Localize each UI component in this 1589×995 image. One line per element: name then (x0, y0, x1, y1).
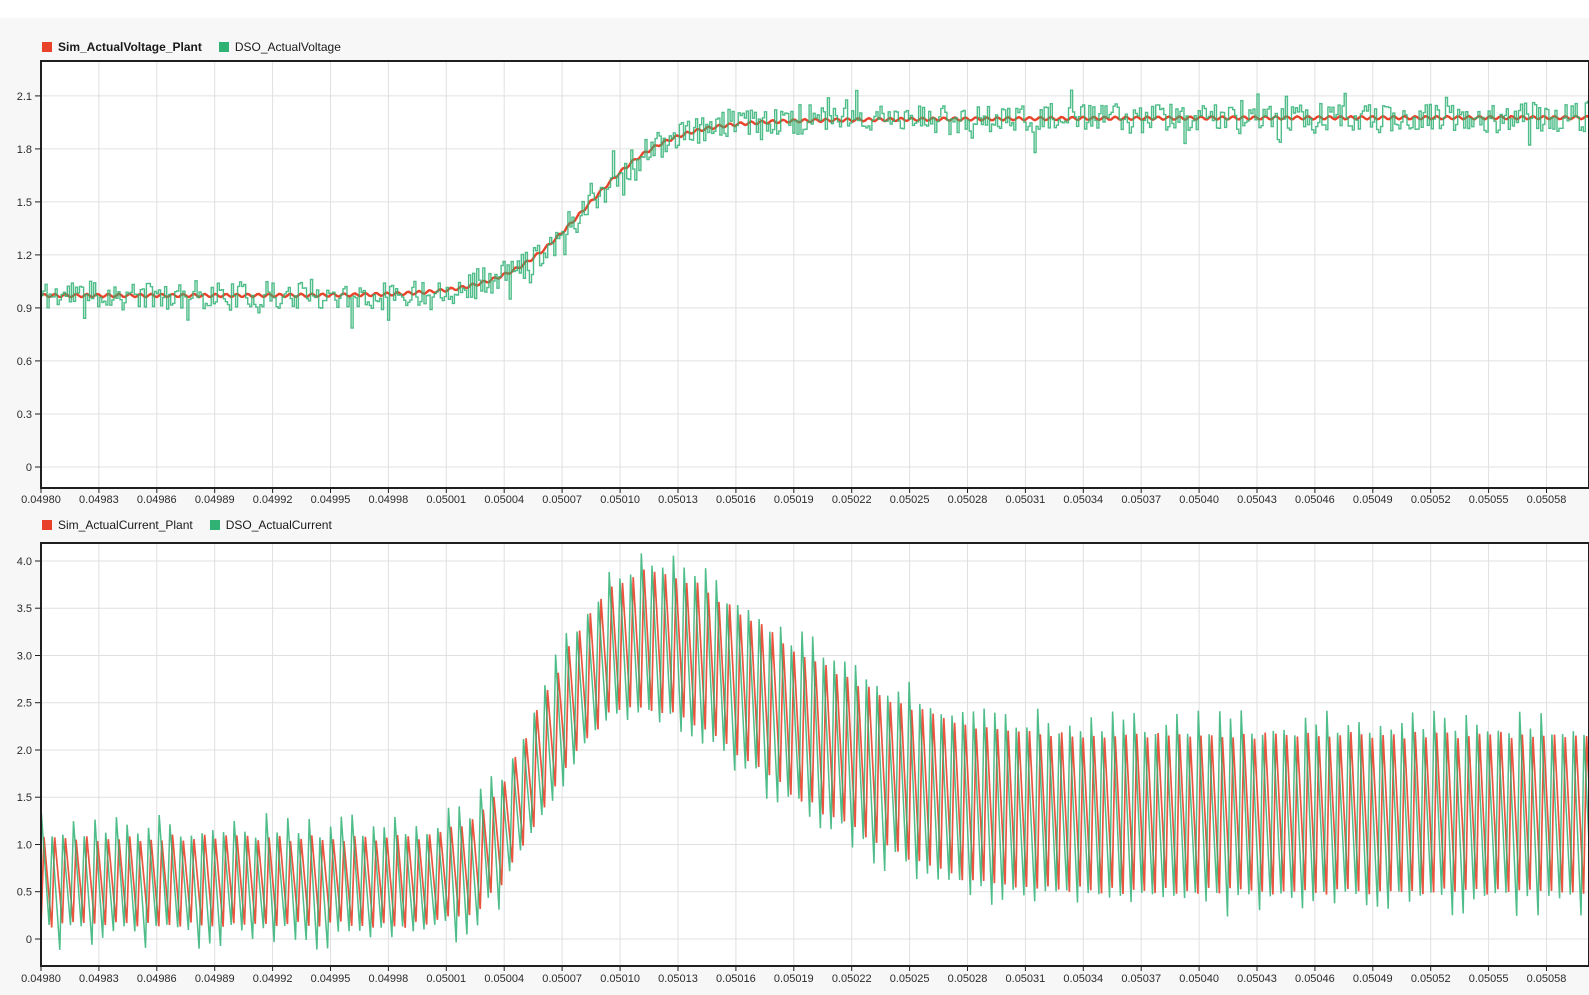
x-tick-label: 0.05034 (1063, 494, 1103, 506)
x-tick-label: 0.05058 (1527, 973, 1567, 985)
x-tick-label: 0.05019 (774, 494, 814, 506)
current-chart-canvas[interactable]: 0.04980 0.04983 0.04986 0.04989 0.04992 0.049… (0, 542, 1589, 995)
plot-area[interactable] (41, 542, 1589, 966)
x-tick-label: 0.04989 (195, 494, 235, 506)
legend-swatch-icon (218, 41, 229, 52)
legend-item-dso-actualvoltage[interactable]: DSO_ActualVoltage (218, 39, 341, 54)
x-tick-label: 0.05013 (658, 973, 698, 985)
x-tick-label: 0.05001 (426, 973, 466, 985)
legend-label: DSO_ActualVoltage (234, 39, 341, 54)
x-tick-label: 0.05046 (1295, 973, 1335, 985)
plot-frame (40, 542, 1589, 967)
legend-label: DSO_ActualCurrent (225, 517, 332, 532)
plot-frame (40, 60, 1589, 489)
x-tick-label: 0.04986 (137, 973, 177, 985)
x-tick-label: 0.05034 (1063, 973, 1103, 985)
x-tick-label: 0.05010 (600, 494, 640, 506)
y-tick-label: 0.3 (17, 409, 32, 421)
x-tick-label: 0.05028 (948, 973, 988, 985)
x-tick-label: 0.05007 (542, 494, 582, 506)
x-tick-label: 0.04983 (79, 973, 119, 985)
y-tick-label: 0.5 (17, 887, 32, 899)
legend-label: Sim_ActualVoltage_Plant (58, 39, 202, 54)
x-tick-label: 0.05016 (716, 494, 756, 506)
y-tick-label: 0 (26, 462, 32, 474)
DSO_ActualVoltage-trace[interactable] (41, 89, 1589, 329)
x-tick-label: 0.04980 (21, 973, 61, 985)
legend-item-sim-actualcurrent-plant[interactable]: Sim_ActualCurrent_Plant (42, 518, 193, 532)
x-tick-label: 0.04995 (311, 973, 351, 985)
x-tick-label: 0.05040 (1179, 973, 1219, 985)
x-tick-label: 0.05043 (1237, 494, 1277, 506)
x-tick-label: 0.05004 (484, 494, 524, 506)
voltage-chart-legend: Sim_ActualVoltage_Plant DSO_ActualVoltag… (42, 39, 341, 54)
y-tick-label: 2.0 (17, 745, 32, 757)
x-tick-label: 0.05058 (1527, 494, 1567, 506)
x-tick-label: 0.05055 (1469, 973, 1509, 985)
x-tick-label: 0.05040 (1179, 494, 1219, 506)
x-tick-label: 0.05046 (1295, 494, 1335, 506)
x-tick-label: 0.05007 (542, 973, 582, 985)
x-tick-label: 0.05025 (890, 494, 930, 506)
x-tick-label: 0.05010 (600, 973, 640, 985)
y-tick-label: 2.5 (17, 698, 32, 710)
legend-item-sim-actualvoltage-plant[interactable]: Sim_ActualVoltage_Plant (42, 40, 202, 54)
top-strip (0, 0, 1589, 18)
y-tick-label: 4.0 (17, 556, 32, 568)
legend-swatch-icon (42, 519, 52, 530)
x-tick-label: 0.04983 (79, 494, 119, 506)
x-tick-label: 0.05004 (484, 973, 524, 985)
legend-swatch-icon (209, 519, 220, 530)
DSO_ActualCurrent-trace[interactable] (28, 553, 1589, 950)
x-tick-label: 0.05055 (1469, 494, 1509, 506)
y-tick-label: 1.5 (17, 792, 32, 804)
x-tick-label: 0.04980 (21, 494, 61, 506)
x-tick-label: 0.05019 (774, 973, 814, 985)
voltage-chart-canvas[interactable]: 0.04980 0.04983 0.04986 0.04989 0.04992 0.049… (0, 60, 1589, 510)
y-tick-label: 2.1 (17, 91, 32, 103)
x-tick-label: 0.05022 (832, 494, 872, 506)
y-tick-label: 0.6 (17, 356, 32, 368)
x-tick-label: 0.05049 (1353, 494, 1393, 506)
x-tick-label: 0.05031 (1006, 494, 1046, 506)
plot-area[interactable] (41, 60, 1589, 488)
legend-label: Sim_ActualCurrent_Plant (58, 517, 193, 532)
y-tick-label: 1.0 (17, 840, 32, 852)
x-tick-label: 0.05031 (1006, 973, 1046, 985)
x-tick-label: 0.05049 (1353, 973, 1393, 985)
x-tick-label: 0.05037 (1121, 973, 1161, 985)
x-tick-label: 0.05052 (1411, 973, 1451, 985)
x-tick-label: 0.04998 (369, 973, 409, 985)
x-tick-label: 0.05013 (658, 494, 698, 506)
y-tick-label: 1.5 (17, 197, 32, 209)
x-tick-label: 0.05052 (1411, 494, 1451, 506)
x-tick-label: 0.04986 (137, 494, 177, 506)
y-tick-label: 0.9 (17, 303, 32, 315)
x-tick-label: 0.05016 (716, 973, 756, 985)
x-tick-label: 0.05022 (832, 973, 872, 985)
x-tick-label: 0.05028 (948, 494, 988, 506)
y-tick-label: 3.5 (17, 603, 32, 615)
x-tick-label: 0.05037 (1121, 494, 1161, 506)
x-tick-label: 0.05025 (890, 973, 930, 985)
legend-swatch-icon (42, 41, 52, 52)
x-tick-label: 0.04992 (253, 973, 293, 985)
x-tick-label: 0.05001 (426, 494, 466, 506)
x-tick-label: 0.04989 (195, 973, 235, 985)
x-tick-label: 0.04992 (253, 494, 293, 506)
y-tick-label: 1.2 (17, 250, 32, 262)
y-tick-label: 1.8 (17, 144, 32, 156)
y-tick-label: 0 (26, 934, 32, 946)
legend-item-dso-actualcurrent[interactable]: DSO_ActualCurrent (209, 517, 332, 532)
x-tick-label: 0.04998 (369, 494, 409, 506)
x-tick-label: 0.05043 (1237, 973, 1277, 985)
current-chart-legend: Sim_ActualCurrent_Plant DSO_ActualCurren… (42, 517, 332, 532)
y-tick-label: 3.0 (17, 651, 32, 663)
x-tick-label: 0.04995 (311, 494, 351, 506)
